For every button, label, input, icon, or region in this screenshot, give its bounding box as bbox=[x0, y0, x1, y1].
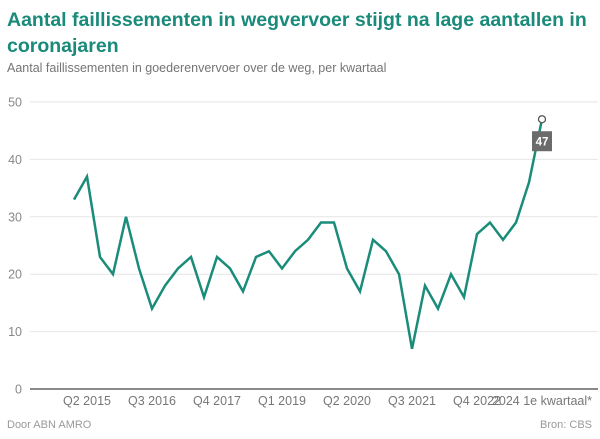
x-tick-label: Q4 2017 bbox=[193, 394, 241, 408]
y-tick-label: 10 bbox=[8, 325, 22, 339]
x-tick-label: Q4 2022 bbox=[453, 394, 501, 408]
y-axis-ticks: 0 10 20 30 40 50 bbox=[8, 96, 22, 397]
x-tick-label: 2024 1e kwartaal* bbox=[492, 394, 592, 408]
y-tick-label: 30 bbox=[8, 210, 22, 224]
y-tick-label: 40 bbox=[8, 153, 22, 167]
series-line-faillissementen bbox=[72, 118, 544, 350]
value-label: 47 bbox=[536, 137, 549, 149]
credit-text: Door ABN AMRO bbox=[7, 419, 92, 431]
x-tick-label: Q1 2019 bbox=[258, 394, 306, 408]
chart-title: Aantal faillissementen in wegvervoer sti… bbox=[7, 9, 587, 57]
y-tick-label: 0 bbox=[15, 383, 22, 397]
x-tick-label: Q2 2015 bbox=[63, 394, 111, 408]
highlight-marker bbox=[537, 115, 547, 124]
data-points bbox=[74, 119, 542, 349]
y-tick-label: 20 bbox=[8, 268, 22, 282]
y-tick-label: 50 bbox=[8, 96, 22, 110]
annotations: 47 bbox=[532, 115, 552, 152]
source-text: Bron: CBS bbox=[540, 419, 592, 431]
chart-subtitle: Aantal faillissementen in goederenvervoe… bbox=[7, 61, 387, 75]
x-tick-label: Q3 2021 bbox=[388, 394, 436, 408]
value-label-box bbox=[532, 131, 552, 152]
gridlines bbox=[30, 101, 598, 333]
x-tick-label: Q2 2020 bbox=[323, 394, 371, 408]
x-axis-ticks: Q2 2015 Q3 2016 Q4 2017 Q1 2019 Q2 2020 Q3 20… bbox=[63, 394, 592, 408]
x-tick-label: Q3 2016 bbox=[128, 394, 176, 408]
